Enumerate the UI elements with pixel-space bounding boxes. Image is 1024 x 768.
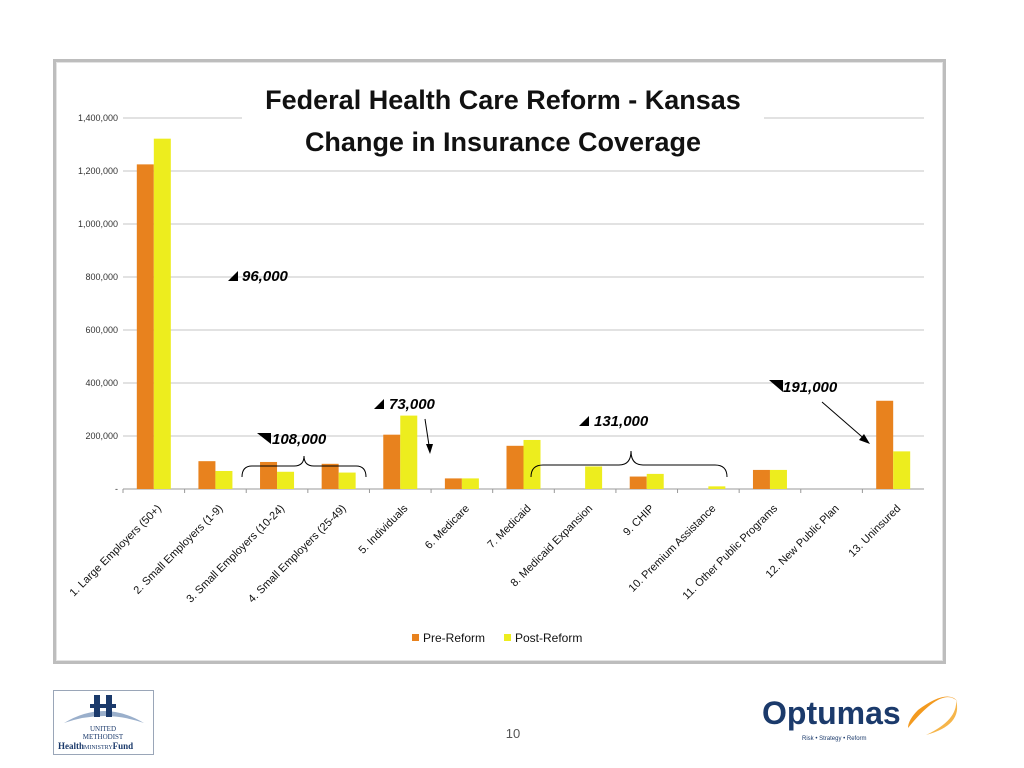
bar-pre-reform [136, 164, 154, 489]
down-triangle-icon [257, 433, 271, 444]
optumas-logo-icon: Optumas Risk • Strategy • Reform [762, 695, 958, 742]
y-axis-tick-labels: - 200,000 400,000 600,000 800,000 1,000,000 1,… [78, 113, 118, 494]
y-tick-label: 800,000 [85, 272, 118, 282]
up-triangle-icon [579, 416, 589, 426]
bar-chart: - 200,000 400,000 600,000 800,000 1,000,000 1,… [67, 80, 924, 645]
legend-label-post-reform: Post-Reform [515, 631, 582, 645]
up-triangle-icon [374, 399, 384, 409]
bar-pre-reform [383, 434, 401, 489]
bar-post-reform [769, 469, 787, 489]
bar-post-reform [215, 470, 233, 489]
bar-post-reform [277, 471, 295, 489]
annotation-text: 96,000 [242, 268, 289, 285]
annotation-individuals: 73,000 [374, 396, 436, 413]
svg-text:UNITED: UNITED [90, 725, 116, 733]
bar-post-reform [585, 466, 603, 489]
arrowhead-individuals [426, 444, 433, 454]
bar-post-reform [338, 472, 356, 489]
bars [136, 138, 911, 490]
legend-swatch-post-reform [504, 634, 511, 641]
y-tick-label: 1,000,000 [78, 219, 118, 229]
annotation-large-employers: 96,000 [228, 268, 289, 285]
bar-post-reform [893, 451, 911, 489]
bar-pre-reform [260, 461, 278, 489]
annotation-text: 73,000 [389, 396, 436, 413]
category-labels: 1. Large Employers (50+)2. Small Employe… [67, 502, 903, 605]
svg-text:Optumas: Optumas [762, 695, 901, 731]
category-label: 9. CHIP [621, 503, 657, 539]
grid-lines [122, 117, 924, 493]
bar-pre-reform [198, 461, 216, 489]
legend-swatch-pre-reform [412, 634, 419, 641]
title-background [242, 80, 764, 160]
chart-frame: - 200,000 400,000 600,000 800,000 1,000,000 1,… [53, 59, 946, 664]
up-triangle-icon [228, 271, 238, 281]
bar-pre-reform [506, 445, 524, 489]
bar-post-reform [523, 439, 541, 489]
bar-post-reform [153, 138, 171, 490]
y-tick-label: 200,000 [85, 431, 118, 441]
legend: Pre-Reform Post-Reform [412, 631, 582, 645]
bar-post-reform [400, 415, 418, 489]
y-tick-label: 600,000 [85, 325, 118, 335]
annotation-text: 191,000 [783, 379, 838, 396]
bar-post-reform [708, 486, 726, 489]
united-methodist-health-ministry-fund-logo: UNITED METHODIST HealthMINISTRYFund [53, 690, 154, 755]
chart-title: Federal Health Care Reform - Kansas [265, 85, 741, 115]
bar-pre-reform [444, 478, 462, 489]
bar-pre-reform [321, 463, 339, 489]
y-tick-label: 1,400,000 [78, 113, 118, 123]
svg-text:Risk • Strategy • Reform: Risk • Strategy • Reform [802, 736, 867, 742]
arrow-uninsured [821, 401, 869, 443]
annotation-medicaid: 131,000 [579, 413, 649, 430]
bar-pre-reform [629, 476, 647, 489]
page-number: 10 [505, 726, 521, 741]
svg-text:HealthMINISTRYFund: HealthMINISTRYFund [58, 741, 133, 751]
arrowhead-uninsured [859, 434, 870, 444]
annotation-small-employers: 108,000 [257, 431, 327, 448]
category-label: 4. Small Employers (25-49) [246, 503, 349, 606]
bracket-small-employers [241, 455, 367, 478]
annotation-uninsured: 191,000 [769, 379, 838, 396]
y-tick-label: - [115, 484, 118, 494]
y-tick-label: 1,200,000 [78, 166, 118, 176]
category-label: 13. Uninsured [846, 503, 903, 560]
legend-label-pre-reform: Pre-Reform [423, 631, 485, 645]
annotation-text: 108,000 [272, 431, 327, 448]
category-label: 6. Medicare [423, 503, 472, 552]
bar-pre-reform [876, 400, 894, 489]
svg-text:METHODIST: METHODIST [83, 733, 124, 741]
annotation-text: 131,000 [594, 413, 649, 430]
bracket-medicaid-chip [530, 450, 728, 478]
bar-pre-reform [752, 469, 770, 489]
down-triangle-icon [769, 380, 783, 392]
category-label: 7. Medicaid [485, 503, 533, 551]
optumas-logo: Optumas Risk • Strategy • Reform [758, 680, 963, 752]
bar-post-reform [461, 478, 479, 489]
category-label: 3. Small Employers (10-24) [184, 503, 287, 606]
bar-post-reform [646, 473, 664, 489]
category-label: 5. Individuals [356, 502, 410, 556]
umhmf-logo-icon: UNITED METHODIST HealthMINISTRYFund [58, 695, 144, 751]
chart-subtitle: Change in Insurance Coverage [305, 127, 701, 157]
y-tick-label: 400,000 [85, 378, 118, 388]
